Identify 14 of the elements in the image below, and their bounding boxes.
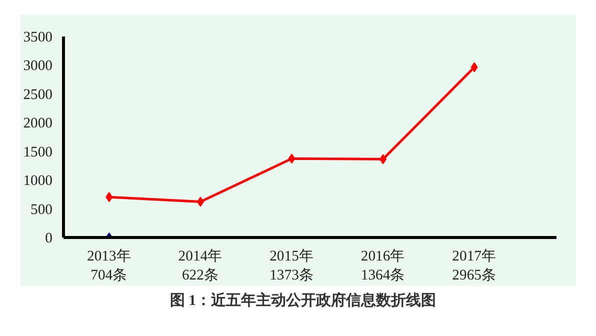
y-tick-label: 3500 (23, 30, 52, 46)
y-tick-label: 1500 (23, 144, 52, 160)
x-tick-label: 2016年 1364条 (360, 248, 406, 284)
x-tick-label: 2014年 622条 (178, 248, 223, 284)
x-tick-label: 2013年 704条 (86, 248, 132, 284)
y-tick-label: 2500 (23, 86, 52, 103)
y-tick-label: 3000 (23, 58, 52, 74)
y-tick-label: 1000 (23, 173, 52, 190)
x-tick-label: 2015年 1373条 (270, 248, 314, 284)
y-tick-label: 500 (30, 202, 52, 218)
y-tick-label: 2000 (23, 116, 52, 132)
y-tick-label: 0 (45, 230, 52, 246)
x-tick-label: 2017年 2965条 (452, 248, 496, 284)
text: 图 1：近五年主动公开政府信息数折线图 (170, 291, 436, 311)
